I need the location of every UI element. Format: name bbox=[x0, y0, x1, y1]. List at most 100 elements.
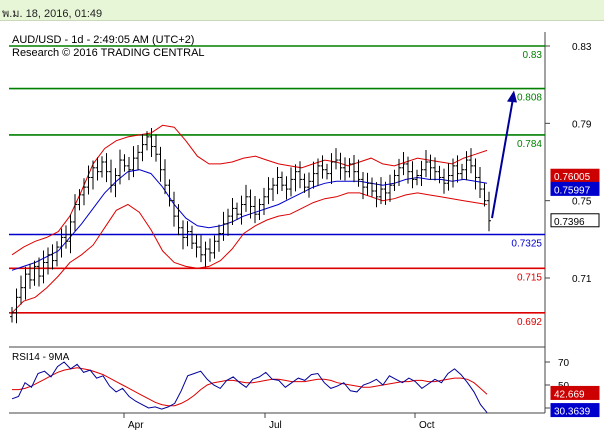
ohlc-bar bbox=[392, 169, 397, 191]
ohlc-bar bbox=[293, 164, 298, 192]
ohlc-bar bbox=[334, 148, 338, 170]
ohlc-bar bbox=[370, 177, 374, 197]
level-label: 0.692 bbox=[517, 317, 542, 328]
ohlc-bar bbox=[451, 158, 455, 188]
ohlc-bar bbox=[329, 153, 334, 185]
ohlc-bar bbox=[298, 161, 302, 189]
ohlc-bar bbox=[302, 173, 307, 193]
ohlc-bar bbox=[356, 159, 361, 187]
ohlc-bar bbox=[158, 146, 163, 182]
ohlc-bar bbox=[383, 181, 388, 205]
ohlc-bar bbox=[428, 154, 433, 180]
ohlc-bar bbox=[14, 288, 19, 324]
ohlc-bar bbox=[140, 134, 145, 162]
price-tag-red-text: 0.76005 bbox=[554, 172, 591, 183]
candles bbox=[10, 127, 491, 324]
ohlc-bar bbox=[226, 208, 230, 236]
ohlc-bar bbox=[91, 160, 95, 190]
ohlc-bar bbox=[478, 167, 482, 198]
level-label: 0.808 bbox=[517, 93, 542, 104]
ohlc-bar bbox=[410, 161, 415, 189]
price-tag-last-box bbox=[550, 213, 600, 228]
ohlc-bar bbox=[59, 228, 64, 258]
ohlc-bar bbox=[437, 165, 442, 184]
ohlc-bar bbox=[46, 247, 50, 275]
ohlc-bar bbox=[203, 241, 208, 267]
ohlc-bar bbox=[172, 191, 176, 227]
ohlc-bar bbox=[343, 157, 347, 181]
ohlc-bar bbox=[266, 177, 271, 205]
ohlc-bar bbox=[208, 238, 212, 262]
ohlc-bar bbox=[473, 158, 478, 190]
ohlc-bar bbox=[100, 156, 104, 178]
y-tick-label: 0.71 bbox=[572, 274, 592, 285]
ohlc-bar bbox=[316, 158, 320, 186]
ohlc-bar bbox=[181, 220, 185, 250]
ohlc-bar bbox=[109, 159, 113, 193]
ohlc-bar bbox=[239, 195, 244, 225]
ohlc-bar bbox=[194, 234, 199, 258]
ohlc-bar bbox=[262, 187, 266, 215]
level-label: 0.83 bbox=[523, 50, 543, 61]
ohlc-bar bbox=[230, 197, 235, 226]
ohlc-bar bbox=[374, 182, 379, 208]
ohlc-bar bbox=[248, 189, 253, 219]
price-tags: 0.76005 0.75997 0.7396 42.669 30.3639 bbox=[550, 168, 600, 418]
ohlc-bar bbox=[487, 191, 491, 232]
ohlc-bar bbox=[379, 177, 383, 205]
arrow-head bbox=[507, 90, 517, 103]
moving-average bbox=[11, 169, 488, 271]
rsi-tag-red-text: 42.669 bbox=[554, 389, 585, 400]
ohlc-bar bbox=[104, 153, 109, 183]
ohlc-bar bbox=[10, 307, 14, 323]
ohlc-bar bbox=[86, 165, 91, 195]
ohlc-bar bbox=[464, 151, 469, 181]
ohlc-bar bbox=[167, 179, 172, 207]
ohlc-bar bbox=[82, 178, 86, 206]
ohlc-bar bbox=[199, 235, 203, 263]
rsi-ma-line bbox=[12, 367, 488, 407]
ohlc-bar bbox=[149, 127, 154, 157]
ohlc-bar bbox=[32, 260, 37, 286]
ohlc-bar bbox=[131, 146, 136, 178]
x-tick-label: Oct bbox=[419, 420, 435, 431]
y-tick-label: 0.83 bbox=[572, 42, 592, 53]
ohlc-bar bbox=[55, 241, 59, 267]
ohlc-bar bbox=[64, 225, 68, 249]
ohlc-bar bbox=[217, 224, 221, 252]
ohlc-bar bbox=[253, 196, 257, 224]
forecast-arrow bbox=[491, 90, 517, 219]
bollinger-upper bbox=[11, 124, 488, 256]
y-tick-label: 0.79 bbox=[572, 119, 592, 130]
rsi-line bbox=[11, 361, 488, 413]
ohlc-bar bbox=[455, 155, 460, 183]
ohlc-bar bbox=[23, 266, 28, 300]
ohlc-bar bbox=[257, 198, 262, 220]
ohlc-bar bbox=[154, 134, 158, 162]
y-tick-label: 0.75 bbox=[572, 197, 592, 208]
ohlc-bar bbox=[482, 183, 487, 207]
ohlc-bar bbox=[113, 168, 118, 198]
ohlc-bar bbox=[307, 172, 311, 198]
rsi-tag-blue-box bbox=[550, 403, 600, 418]
chart-title: AUD/USD - 1d - 2:49:05 AM (UTC+2) bbox=[12, 34, 194, 46]
ohlc-bar bbox=[406, 156, 410, 184]
ohlc-bar bbox=[433, 157, 437, 181]
ohlc-bar bbox=[388, 174, 392, 202]
rsi-tick-label: 70 bbox=[558, 358, 570, 369]
level-label: 0.715 bbox=[517, 272, 542, 283]
ohlc-bar bbox=[37, 257, 41, 287]
price-tag-blue-box bbox=[550, 181, 600, 196]
level-label: 0.784 bbox=[517, 139, 542, 150]
ohlc-bar bbox=[424, 150, 428, 178]
ohlc-bar bbox=[68, 214, 73, 254]
ohlc-bar bbox=[442, 168, 446, 194]
ohlc-bar bbox=[284, 176, 289, 200]
x-tick-label: Jul bbox=[269, 420, 282, 431]
ohlc-bar bbox=[397, 158, 401, 186]
ohlc-bar bbox=[365, 172, 370, 197]
ohlc-bar bbox=[163, 159, 167, 195]
level-lines: 0.83 0.808 0.784 0.7325 0.715 0.692 bbox=[9, 45, 545, 328]
